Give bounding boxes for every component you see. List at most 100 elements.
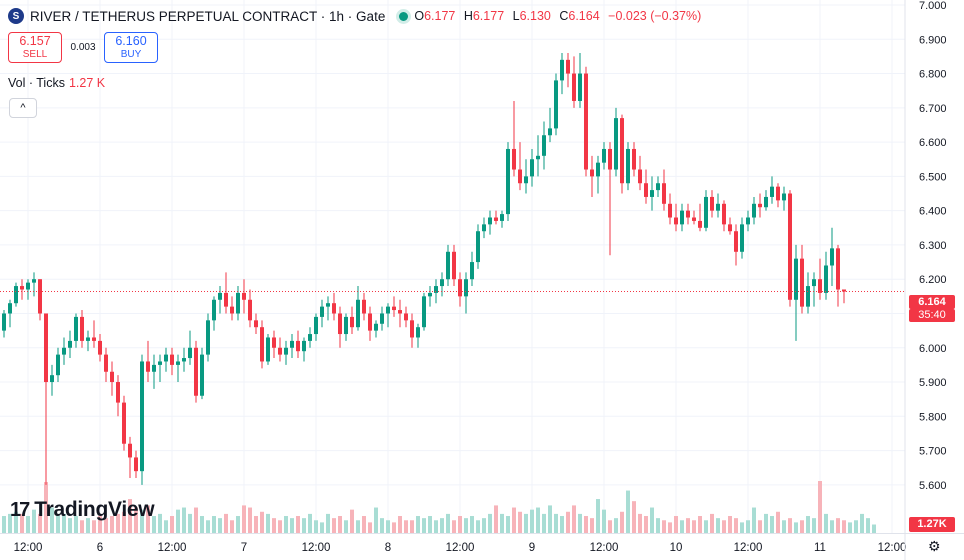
candle-body	[422, 296, 426, 328]
volume-bar	[32, 509, 36, 533]
volume-legend[interactable]: Vol · Ticks 1.27 K	[8, 76, 105, 90]
candle-body	[554, 80, 558, 129]
volume-bar	[308, 513, 312, 533]
candle-body	[80, 316, 84, 341]
candle-body	[686, 210, 690, 218]
volume-bar	[752, 507, 756, 533]
volume-bar	[680, 520, 684, 533]
volume-bar	[326, 513, 330, 533]
candle-body	[164, 354, 168, 362]
candle-body	[440, 279, 444, 287]
sell-button[interactable]: 6.157 SELL	[8, 32, 62, 63]
y-tick-label: 6.900	[919, 34, 947, 46]
candle-body	[578, 73, 582, 101]
candle-body	[14, 286, 18, 304]
candle-body	[818, 279, 822, 293]
candle-body	[506, 148, 510, 215]
settings-gear-icon[interactable]: ⚙	[928, 538, 941, 554]
volume-legend-value: 1.27 K	[68, 76, 106, 90]
volume-bar	[848, 522, 852, 533]
volume-bar	[704, 520, 708, 533]
volume-bar	[392, 522, 396, 533]
tradingview-logo[interactable]: 17 TradingView	[10, 498, 155, 522]
volume-bar	[464, 518, 468, 533]
candle-body	[368, 313, 372, 331]
candle-body	[710, 196, 714, 211]
x-tick-label: 12:00	[14, 542, 43, 554]
symbol-title[interactable]: RIVER / TETHERUS PERPETUAL CONTRACT · 1h…	[30, 8, 386, 24]
candle-body	[320, 306, 324, 317]
candle-body	[140, 361, 144, 472]
candle-body	[176, 361, 180, 365]
buy-button[interactable]: 6.160 BUY	[104, 32, 158, 63]
candle-body	[74, 316, 78, 341]
candle-body	[56, 354, 60, 376]
candle-body	[434, 286, 438, 293]
candle-body	[248, 299, 252, 321]
candle-body	[158, 361, 162, 365]
candle-body	[470, 262, 474, 280]
candle-body	[482, 224, 486, 232]
candle-body	[830, 248, 834, 266]
candle-body	[770, 186, 774, 197]
volume-bar	[806, 516, 810, 533]
volume-bar	[50, 507, 54, 533]
close-value: 6.164	[568, 9, 600, 23]
volume-bar	[650, 507, 654, 533]
candle-body	[296, 340, 300, 352]
candle-body	[674, 217, 678, 225]
candle-body	[386, 306, 390, 314]
last-price-tag: 6.164	[909, 295, 955, 309]
candle-body	[98, 340, 102, 355]
volume-bar	[218, 518, 222, 533]
volume-bar	[140, 509, 144, 533]
candle-body	[206, 320, 210, 355]
candle-body	[116, 382, 120, 403]
volume-bar	[542, 513, 546, 533]
candle-body	[656, 183, 660, 191]
volume-bar	[290, 518, 294, 533]
candle-body	[398, 310, 402, 314]
volume-bar	[458, 516, 462, 533]
y-tick-label: 6.800	[919, 69, 947, 81]
volume-bar	[158, 513, 162, 533]
candle-body	[104, 354, 108, 372]
candle-body	[806, 286, 810, 307]
volume-bar	[116, 513, 120, 533]
candle-body	[218, 292, 222, 300]
candle-body	[620, 118, 624, 184]
volume-bar	[122, 511, 126, 533]
volume-bar	[494, 505, 498, 533]
volume-bar	[866, 518, 870, 533]
candle-body	[626, 148, 630, 184]
candle-body	[464, 279, 468, 297]
volume-bar	[872, 524, 876, 533]
volume-bar	[728, 516, 732, 533]
y-tick-label: 5.800	[919, 411, 947, 423]
candle-body	[416, 327, 420, 338]
chart-header: S RIVER / TETHERUS PERPETUAL CONTRACT · …	[8, 6, 706, 26]
volume-bar	[350, 509, 354, 533]
volume-legend-label: Vol · Ticks	[8, 76, 65, 90]
candle-body	[350, 316, 354, 328]
candle-body	[764, 196, 768, 208]
volume-bar	[362, 516, 366, 533]
volume-bar	[512, 507, 516, 533]
candle-body	[194, 347, 198, 396]
volume-bar	[782, 520, 786, 533]
volume-bar	[446, 513, 450, 533]
candle-body	[536, 155, 540, 160]
candle-body	[410, 320, 414, 338]
collapse-chevron-up-icon[interactable]: ^	[9, 98, 37, 118]
x-tick-label: 12:00	[446, 542, 475, 554]
x-tick-label: 9	[529, 542, 535, 554]
volume-bar	[668, 522, 672, 533]
volume-bar	[590, 518, 594, 533]
candle-body	[602, 148, 606, 163]
volume-bar	[644, 516, 648, 533]
volume-bar	[524, 513, 528, 533]
volume-bar	[146, 505, 150, 533]
open-key: O	[414, 9, 425, 23]
candle-body	[596, 162, 600, 177]
